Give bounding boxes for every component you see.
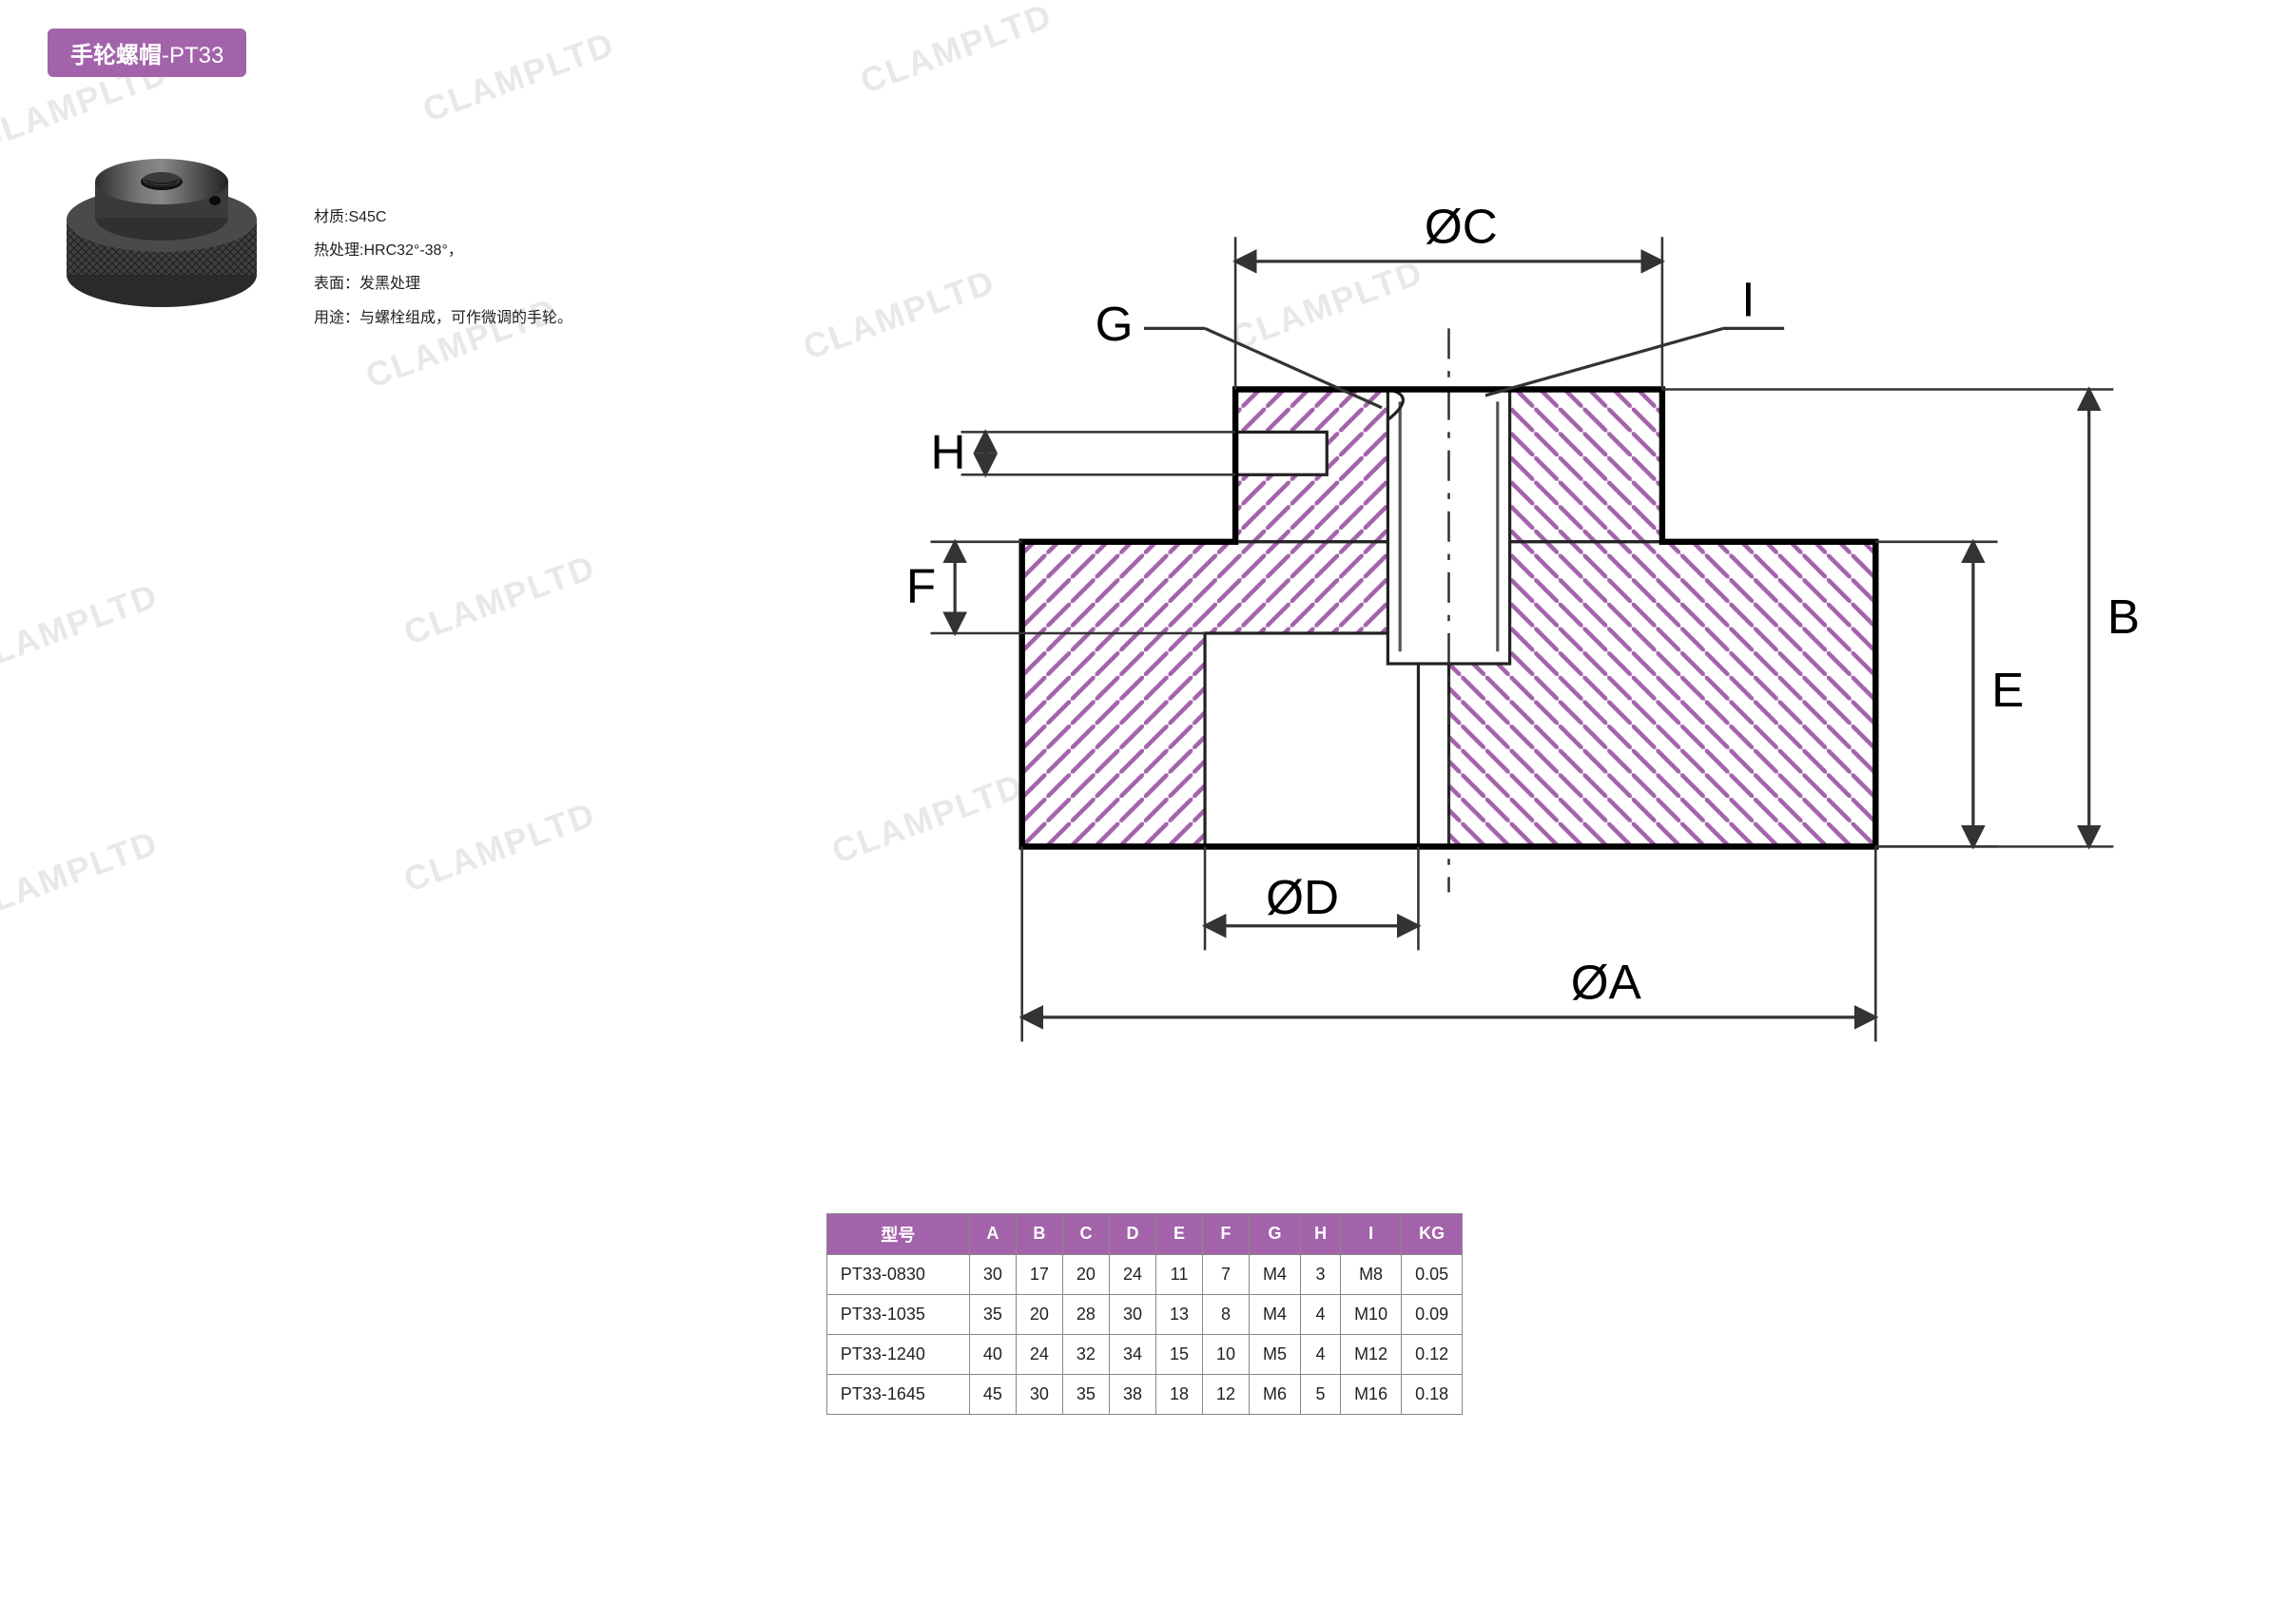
value-cell: M8 [1341,1254,1402,1294]
value-cell: 5 [1301,1374,1341,1414]
specifications-text: 材质:S45C 热处理:HRC32°-38°， 表面：发黑处理 用途：与螺栓组成… [314,201,618,335]
table-header-cell: B [1016,1213,1062,1254]
value-cell: 8 [1203,1294,1250,1334]
value-cell: 24 [1109,1254,1155,1294]
value-cell: 38 [1109,1374,1155,1414]
value-cell: 4 [1301,1294,1341,1334]
value-cell: 24 [1016,1334,1062,1374]
table-row: PT33-1240402432341510M54M120.12 [826,1334,1462,1374]
value-cell: 35 [969,1294,1016,1334]
model-cell: PT33-1035 [826,1294,969,1334]
value-cell: 28 [1062,1294,1109,1334]
value-cell: M10 [1341,1294,1402,1334]
value-cell: M4 [1250,1294,1301,1334]
dim-B: B [2107,590,2140,644]
dim-I: I [1741,273,1755,327]
value-cell: 30 [1016,1374,1062,1414]
table-header-cell: H [1301,1213,1341,1254]
value-cell: 13 [1155,1294,1202,1334]
value-cell: 0.18 [1402,1374,1463,1414]
value-cell: 0.12 [1402,1334,1463,1374]
value-cell: 18 [1155,1374,1202,1414]
table-header-cell: 型号 [826,1213,969,1254]
model-cell: PT33-0830 [826,1254,969,1294]
heat-label: 热处理: [314,242,363,259]
dim-phiD: ØD [1266,870,1339,924]
value-cell: 4 [1301,1334,1341,1374]
table-header-cell: D [1109,1213,1155,1254]
table-header-cell: G [1250,1213,1301,1254]
value-cell: 20 [1016,1294,1062,1334]
value-cell: M5 [1250,1334,1301,1374]
dim-phiC: ØC [1425,200,1498,254]
value-cell: M12 [1341,1334,1402,1374]
value-cell: 20 [1062,1254,1109,1294]
model-cell: PT33-1645 [826,1374,969,1414]
technical-diagram: ØC I G H F [656,115,2241,1156]
table-row: PT33-1645453035381812M65M160.18 [826,1374,1462,1414]
dim-phiA: ØA [1571,956,1642,1010]
table-header-cell: E [1155,1213,1202,1254]
table-header-cell: I [1341,1213,1402,1254]
value-cell: 7 [1203,1254,1250,1294]
value-cell: 10 [1203,1334,1250,1374]
table-header-cell: A [969,1213,1016,1254]
table-row: PT33-083030172024117M43M80.05 [826,1254,1462,1294]
title-main: 手轮螺帽 [70,43,162,68]
value-cell: 17 [1016,1254,1062,1294]
table-header-cell: KG [1402,1213,1463,1254]
heat-value: HRC32°-38°， [363,242,462,259]
table-header-cell: F [1203,1213,1250,1254]
spec-table: 型号ABCDEFGHIKG PT33-083030172024117M43M80… [826,1213,1463,1415]
surface-value: 发黑处理 [359,276,420,292]
value-cell: 30 [969,1254,1016,1294]
title-sub: -PT33 [162,43,223,68]
value-cell: 45 [969,1374,1016,1414]
dim-G: G [1096,297,1134,351]
table-header-cell: C [1062,1213,1109,1254]
value-cell: 0.09 [1402,1294,1463,1334]
value-cell: M4 [1250,1254,1301,1294]
value-cell: 34 [1109,1334,1155,1374]
value-cell: 15 [1155,1334,1202,1374]
value-cell: M16 [1341,1374,1402,1414]
surface-label: 表面： [314,276,359,292]
dim-E: E [1991,663,2024,717]
dim-H: H [931,425,966,479]
value-cell: 40 [969,1334,1016,1374]
model-cell: PT33-1240 [826,1334,969,1374]
value-cell: 12 [1203,1374,1250,1414]
value-cell: 30 [1109,1294,1155,1334]
value-cell: 11 [1155,1254,1202,1294]
value-cell: 3 [1301,1254,1341,1294]
material-label: 材质: [314,209,348,225]
usage-label: 用途： [314,310,359,326]
title-badge: 手轮螺帽-PT33 [48,29,246,77]
material-value: S45C [348,209,386,225]
table-row: PT33-103535202830138M44M100.09 [826,1294,1462,1334]
value-cell: 35 [1062,1374,1109,1414]
dim-F: F [906,559,936,613]
value-cell: 0.05 [1402,1254,1463,1294]
value-cell: 32 [1062,1334,1109,1374]
value-cell: M6 [1250,1374,1301,1414]
product-photo [48,115,276,329]
usage-value: 与螺栓组成，可作微调的手轮。 [359,310,572,326]
